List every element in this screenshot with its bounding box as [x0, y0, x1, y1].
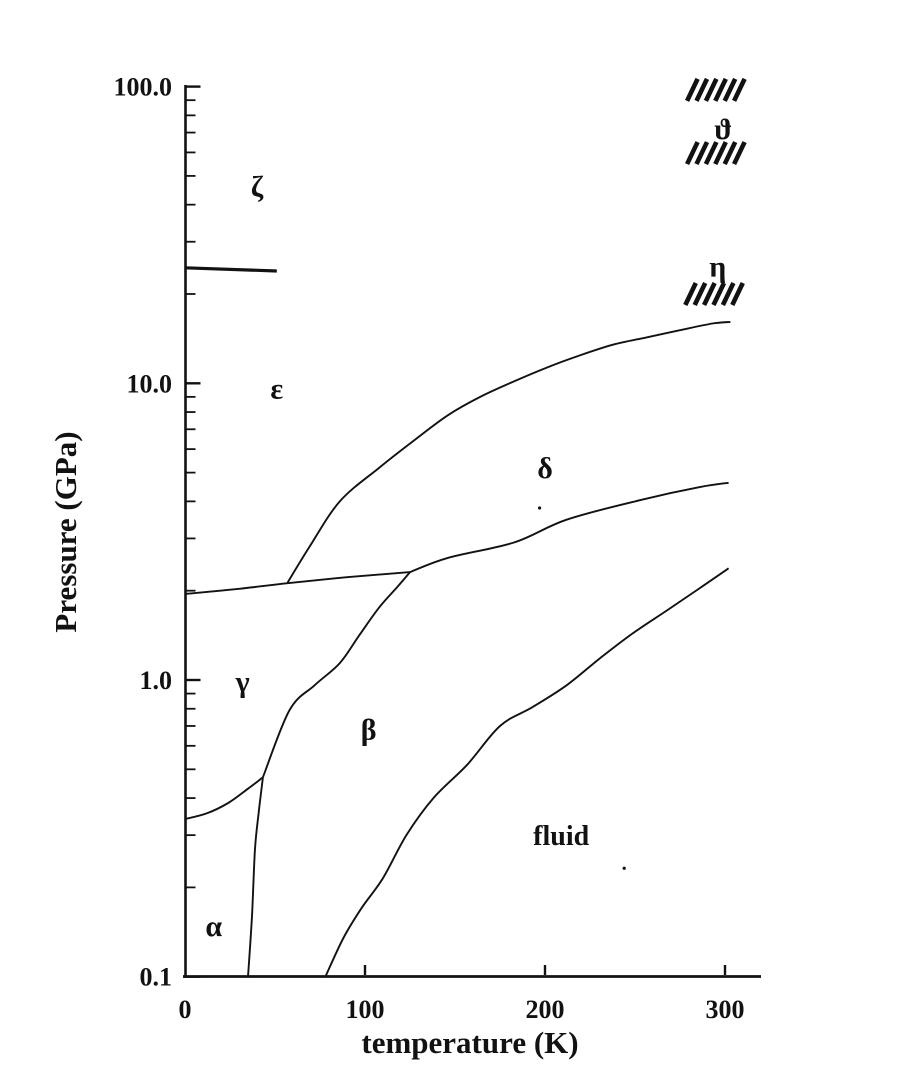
hatch-stroke [703, 141, 719, 166]
x-tick-label: 200 [526, 995, 565, 1024]
boundary-epsilon-delta [286, 320, 731, 584]
hatch-stroke [732, 77, 747, 102]
x-tick-label: 300 [706, 995, 745, 1024]
y-tick-label: 0.1 [140, 963, 173, 992]
hatch-stroke [703, 77, 719, 102]
hatch-above-theta [685, 77, 747, 102]
hatch-stroke [692, 281, 708, 306]
x-tick-label: 0 [179, 995, 192, 1024]
phase-label-beta: β [361, 714, 377, 747]
hatch-stroke [685, 141, 700, 166]
hatch-stroke [713, 141, 728, 166]
hatch-stroke [694, 141, 710, 166]
boundary-beta-delta [409, 481, 729, 573]
hatch-stroke [683, 281, 698, 306]
boundary-alpha-gamma [184, 776, 264, 820]
boundary-gamma-beta [262, 571, 411, 778]
hatch-stroke [732, 141, 747, 166]
phase-label-gamma: γ [235, 665, 250, 698]
boundary-alpha-beta [247, 777, 264, 977]
phase-label-fluid: fluid [533, 821, 589, 852]
hatch-below-eta [683, 281, 745, 306]
phase-label-zeta: ζ [251, 171, 264, 204]
hatch-below-theta [685, 141, 747, 166]
hatch-stroke [702, 281, 717, 306]
y-axis-title: Pressure (GPa) [48, 431, 83, 632]
hatch-stroke [685, 77, 700, 102]
boundary-gamma-epsilon-delta [184, 571, 411, 595]
x-axis-title: temperature (K) [361, 1025, 578, 1060]
phase-label-delta: δ [537, 452, 553, 485]
hatch-stroke [730, 281, 745, 306]
hatch-stroke [722, 141, 738, 166]
speck-dot-1 [538, 506, 542, 510]
speck-dot-2 [622, 866, 626, 870]
hatch-stroke [694, 77, 710, 102]
boundary-beta-fluid-melting [324, 567, 730, 978]
phase-label-alpha: α [205, 910, 222, 943]
boundary-epsilon-zeta [184, 266, 277, 273]
y-tick-label: 1.0 [140, 666, 173, 695]
hatch-stroke [711, 281, 727, 306]
phase-label-epsilon: ε [270, 373, 283, 406]
y-tick-label: 100.0 [114, 73, 173, 102]
x-tick-label: 100 [346, 995, 385, 1024]
phase-label-eta: η [709, 250, 726, 283]
chart-generated-layer: 100.0 10.0 1.0 0.10 100 200 300 ζ ε γ α β δ fluid η ϑ [114, 73, 761, 1024]
hatch-stroke [720, 281, 736, 306]
phase-label-theta: ϑ [714, 113, 732, 146]
y-tick-label: 10.0 [127, 369, 173, 398]
hatch-stroke [713, 77, 728, 102]
hatch-stroke [722, 77, 738, 102]
